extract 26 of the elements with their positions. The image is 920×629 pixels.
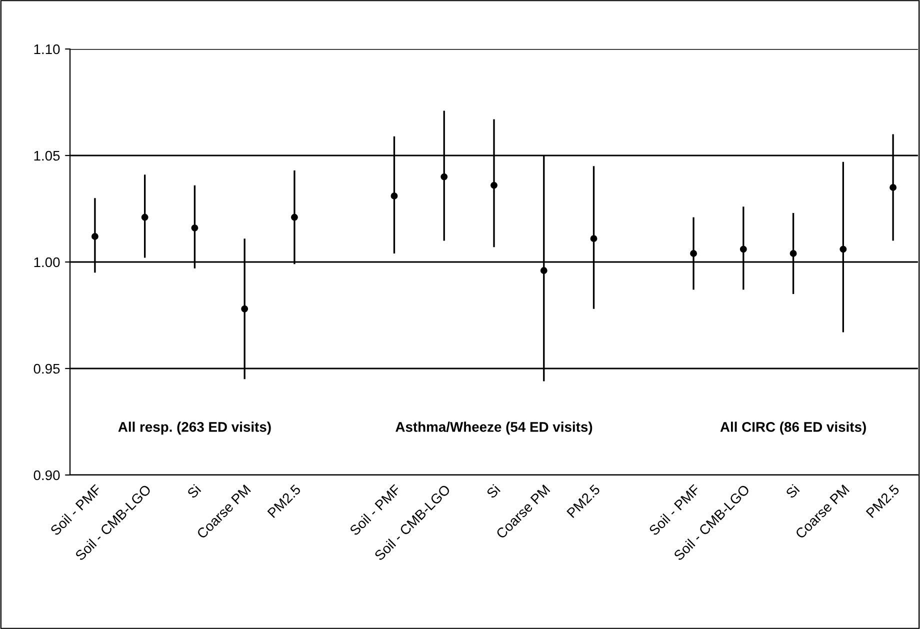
point [740, 246, 747, 253]
point [191, 224, 198, 232]
y-tick-label: 1.05 [34, 150, 60, 161]
point [91, 232, 98, 240]
point [241, 305, 248, 312]
y-tick-label: 0.95 [34, 364, 60, 374]
point [440, 173, 448, 180]
point [390, 192, 398, 200]
x-tick-label: Si [486, 484, 501, 499]
y-tick-label: 0.90 [34, 470, 60, 480]
point [540, 267, 548, 274]
y-tick-label: 1.00 [34, 257, 60, 268]
point [690, 250, 697, 257]
point [291, 214, 298, 221]
point [790, 250, 797, 257]
point [590, 235, 598, 242]
point [141, 214, 148, 221]
annotation: All CIRC (86 ED visits) [720, 422, 866, 435]
point [840, 246, 847, 253]
point [890, 184, 897, 191]
x-tick-label: Si [186, 484, 202, 499]
point [490, 182, 498, 189]
y-tick-label: 1.10 [34, 44, 60, 54]
annotation: All resp. (263 ED visits) [118, 422, 271, 435]
x-tick-label: Si [785, 484, 800, 499]
annotation: Asthma/Wheeze (54 ED visits) [396, 422, 592, 435]
